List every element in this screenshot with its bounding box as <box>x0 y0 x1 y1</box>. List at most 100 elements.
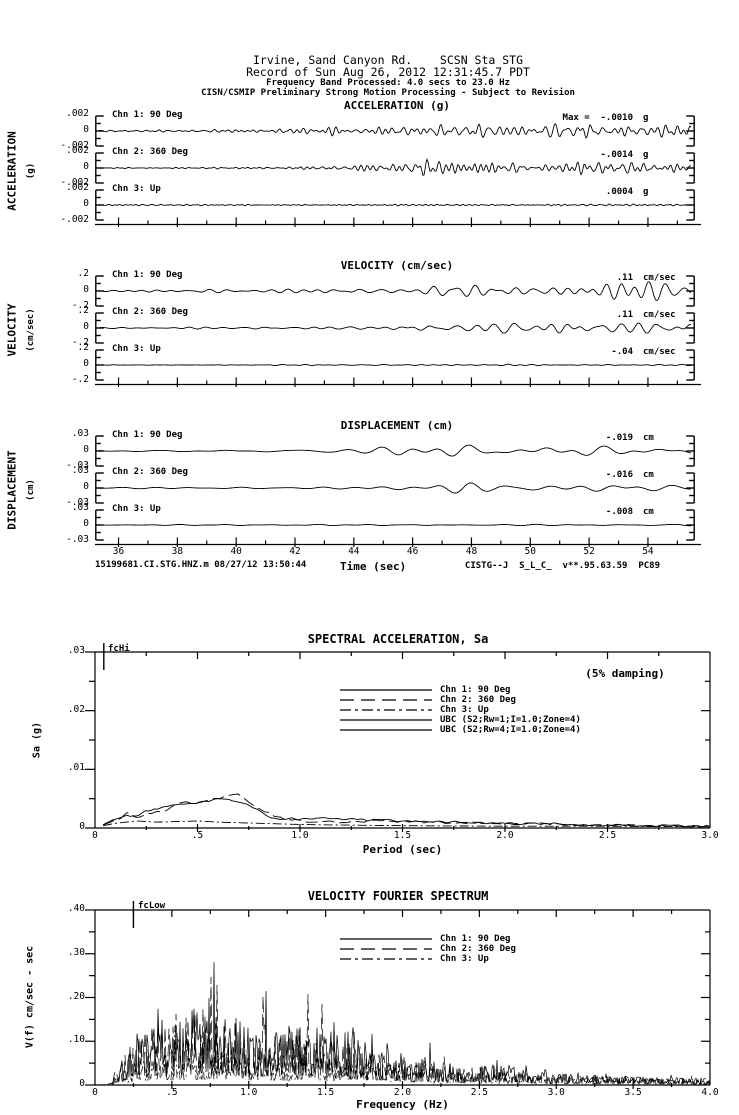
sa-legend-entry: Chn 1: 90 Deg <box>340 685 581 695</box>
scale-zero: 0 <box>83 124 89 135</box>
scale-zero: 0 <box>83 481 89 492</box>
velocity-axis-units: (cm/sec) <box>26 308 36 352</box>
fourier-y-tick-label: .40 <box>67 903 85 914</box>
waveform-ch1 <box>95 275 695 307</box>
channel-label: Chn 3: Up <box>112 344 161 354</box>
scale-zero: 0 <box>83 198 89 209</box>
sa-x-tick-label: .5 <box>191 830 204 841</box>
legend-label: Chn 3: Up <box>440 704 489 715</box>
scale-top: .03 <box>71 428 89 439</box>
sa-legend-entry: Chn 2: 360 Deg <box>340 695 581 705</box>
peak-value: .11 <box>616 273 633 283</box>
legend-line-sample-icon <box>340 948 432 950</box>
scale-zero: 0 <box>83 284 89 295</box>
scale-zero: 0 <box>83 444 89 455</box>
waveform-ch3 <box>95 349 695 381</box>
frequency-axis-label: Frequency (Hz) <box>356 1098 449 1111</box>
sa-x-tick-label: 2.5 <box>598 830 617 841</box>
time-tick-label: 36 <box>112 546 125 557</box>
sa-y-tick-label: .02 <box>67 703 85 715</box>
legend-line-sample-icon <box>340 729 432 731</box>
time-axis-label: Time (sec) <box>340 560 407 573</box>
peak-units: g <box>643 187 649 197</box>
scale-top: .2 <box>77 305 89 316</box>
waveform-ch2 <box>95 152 695 184</box>
processing-system-id: CISTG--J S_L_C_ v**.95.63.59 PC89 <box>464 561 660 571</box>
sa-x-tick-label: 3.0 <box>701 830 719 841</box>
acceleration-trace-ch1: .002 0 -.002 Chn 1: 90 Deg Max = -.0010 … <box>60 109 695 151</box>
legend-label: Chn 1: 90 Deg <box>440 933 511 944</box>
scale-bottom: -.002 <box>60 177 89 188</box>
legend-label: Chn 2: 360 Deg <box>440 943 516 954</box>
legend-label: UBC (S2;Rw=4;I=1.0;Zone=4) <box>440 724 581 735</box>
fourier-y-axis-label: V(f) cm/sec - sec <box>24 945 36 1049</box>
channel-label: Chn 1: 90 Deg <box>112 110 183 120</box>
channel-label: Chn 2: 360 Deg <box>112 307 188 317</box>
acceleration-trace-ch3: .002 0 -.002 Chn 3: Up .0004 g <box>60 183 695 225</box>
scale-bottom: -.002 <box>60 140 89 151</box>
sa-x-tick-label: 2.0 <box>496 830 514 841</box>
frequency-band-line: Frequency Band Processed: 4.0 secs to 23… <box>266 78 510 88</box>
peak-value: -.019 <box>605 433 633 443</box>
fchi-marker-label: fcHi <box>108 644 130 654</box>
fourier-x-tick-label: 3.5 <box>624 1087 642 1098</box>
scale-bottom: -.03 <box>66 497 89 508</box>
station-title: Irvine, Sand Canyon Rd. SCSN Sta STG <box>252 53 524 67</box>
peak-value: Max = -.0010 <box>562 113 633 123</box>
fourier-x-tick-label: 2.0 <box>393 1087 412 1098</box>
fclow-marker-label: fcLow <box>138 901 166 911</box>
velocity-trace-ch2: .2 0 -.2 Chn 2: 360 Deg .11 cm/sec <box>72 306 695 348</box>
displacement-axis-label: DISPLACEMENT <box>5 450 19 530</box>
fourier-x-tick-label: .5 <box>166 1087 178 1098</box>
fourier-legend-entry: Chn 2: 360 Deg <box>340 944 516 954</box>
fourier-legend-entry: Chn 3: Up <box>340 954 516 964</box>
record-date-line: Record of Sun Aug 26, 2012 12:31:45.7 PD… <box>246 64 530 79</box>
waveform-ch2 <box>95 312 695 344</box>
fourier-y-tick-label: 0 <box>79 1078 85 1089</box>
time-tick-label: 50 <box>524 546 536 557</box>
scale-top: .03 <box>71 465 89 476</box>
displacement-trace-ch2: .03 0 -.03 Chn 2: 360 Deg -.016 cm <box>66 466 695 508</box>
velocity-axis-label: VELOCITY <box>5 303 19 357</box>
scale-bottom: -.03 <box>66 460 89 471</box>
legend-label: Chn 3: Up <box>440 953 489 964</box>
fourier-legend: Chn 1: 90 Deg Chn 2: 360 Deg Chn 3: Up <box>340 934 516 964</box>
displacement-time-axis <box>95 537 701 547</box>
velocity-trace-ch3: .2 0 -.2 Chn 3: Up -.04 cm/sec <box>72 343 695 385</box>
time-tick-label: 44 <box>348 546 360 557</box>
scale-bottom: -.2 <box>71 337 89 348</box>
legend-line-sample-icon <box>340 719 432 721</box>
waveform-ch1 <box>95 115 695 147</box>
acceleration-time-axis <box>95 217 701 227</box>
peak-units: cm/sec <box>643 273 676 283</box>
waveform-ch3 <box>95 189 695 221</box>
scale-top: .2 <box>77 268 89 279</box>
legend-line-sample-icon <box>340 938 432 940</box>
fourier-x-tick-label: 2.5 <box>470 1087 488 1098</box>
sa-legend-entry: Chn 3: Up <box>340 705 581 715</box>
scale-bottom: -.2 <box>71 374 89 385</box>
time-tick-label: 40 <box>230 546 242 557</box>
fourier-legend-entry: Chn 1: 90 Deg <box>340 934 516 944</box>
damping-annotation: (5% damping) <box>585 667 665 680</box>
sa-x-tick-label: 0 <box>92 830 98 841</box>
legend-line-sample-icon <box>340 689 432 691</box>
fourier-x-tick-label: 4.0 <box>701 1087 719 1098</box>
velocity-time-axis <box>95 377 701 387</box>
sa-legend: Chn 1: 90 Deg Chn 2: 360 Deg Chn 3: Up UBC … <box>340 685 581 735</box>
report-header: Irvine, Sand Canyon Rd. SCSN Sta STG Rec… <box>68 53 708 98</box>
sa-x-tick-label: 1.0 <box>291 830 309 841</box>
displacement-trace-ch3: .03 0 -.03 Chn 3: Up -.008 cm <box>66 503 695 545</box>
sa-y-axis-label: Sa (g) <box>31 721 43 759</box>
channel-label: Chn 2: 360 Deg <box>112 467 188 477</box>
acceleration-axis-label: ACCELERATION <box>5 131 19 211</box>
acceleration-panel-title: ACCELERATION (g) <box>344 99 450 112</box>
sa-legend-entry: UBC (S2;Rw=4;I=1.0;Zone=4) <box>340 725 581 735</box>
scale-top: .2 <box>77 342 89 353</box>
sa-plot <box>85 643 711 832</box>
sa-y-tick-label: .03 <box>67 645 85 656</box>
time-tick-label: 54 <box>642 546 654 557</box>
fourier-x-tick-label: 3.0 <box>547 1087 565 1098</box>
channel-label: Chn 3: Up <box>112 184 161 194</box>
